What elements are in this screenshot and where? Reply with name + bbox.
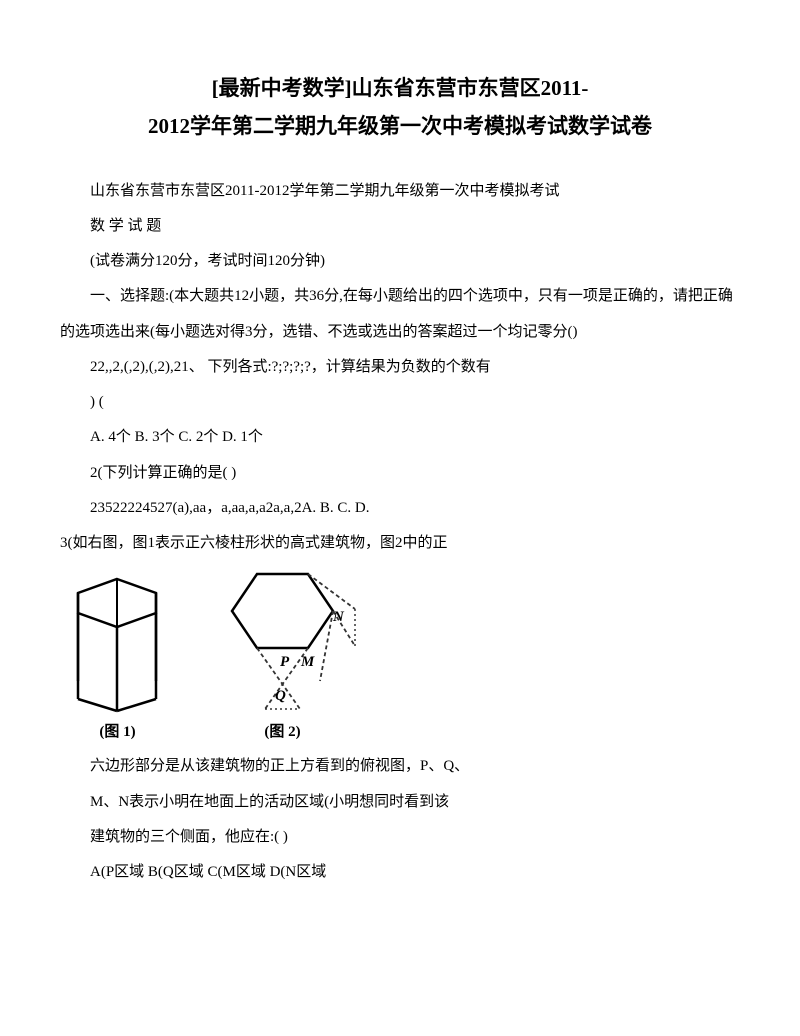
para-4: 22,,2,(,2),(,2),21、 下列各式:?;?;?;?，计算结果为负数…: [60, 350, 740, 385]
q3-intro: 3(如右图，图1表示正六棱柱形状的高式建筑物，图2中的正: [60, 526, 740, 561]
figure-1-block: (图 1): [60, 571, 175, 741]
para-6: A. 4个 B. 3个 C. 2个 D. 1个: [60, 420, 740, 455]
hexagon-topview-icon: N P M Q: [205, 566, 360, 716]
figure-row: (图 1) N P M Q (: [60, 566, 740, 741]
postfig-0: 六边形部分是从该建筑物的正上方看到的俯视图，P、Q、: [60, 749, 740, 784]
figure-2-block: N P M Q (图 2): [205, 566, 360, 741]
hexagonal-prism-icon: [60, 571, 175, 716]
para-0: 山东省东营市东营区2011-2012学年第二学期九年级第一次中考模拟考试: [60, 174, 740, 209]
label-q: Q: [275, 688, 286, 704]
para-3: 一、选择题:(本大题共12小题，共36分,在每小题给出的四个选项中，只有一项是正…: [60, 279, 740, 350]
figure-1-caption: (图 1): [99, 720, 135, 741]
label-n: N: [332, 609, 345, 625]
para-5: ) (: [60, 385, 740, 420]
figure-2-caption: (图 2): [264, 720, 300, 741]
para-7: 2(下列计算正确的是( ): [60, 456, 740, 491]
postfig-1: M、N表示小明在地面上的活动区域(小明想同时看到该: [60, 785, 740, 820]
para-8: 23522224527(a),aa，a,aa,a,a2a,a,2A. B. C.…: [60, 491, 740, 526]
para-1: 数 学 试 题: [60, 209, 740, 244]
label-p: P: [280, 654, 290, 670]
title-line1: [最新中考数学]山东省东营市东营区2011-: [60, 70, 740, 108]
title-line2: 2012学年第二学期九年级第一次中考模拟考试数学试卷: [60, 108, 740, 146]
para-2: (试卷满分120分，考试时间120分钟): [60, 244, 740, 279]
postfig-2: 建筑物的三个侧面，他应在:( ): [60, 820, 740, 855]
label-m: M: [300, 654, 315, 670]
postfig-3: A(P区域 B(Q区域 C(M区域 D(N区域: [60, 855, 740, 890]
